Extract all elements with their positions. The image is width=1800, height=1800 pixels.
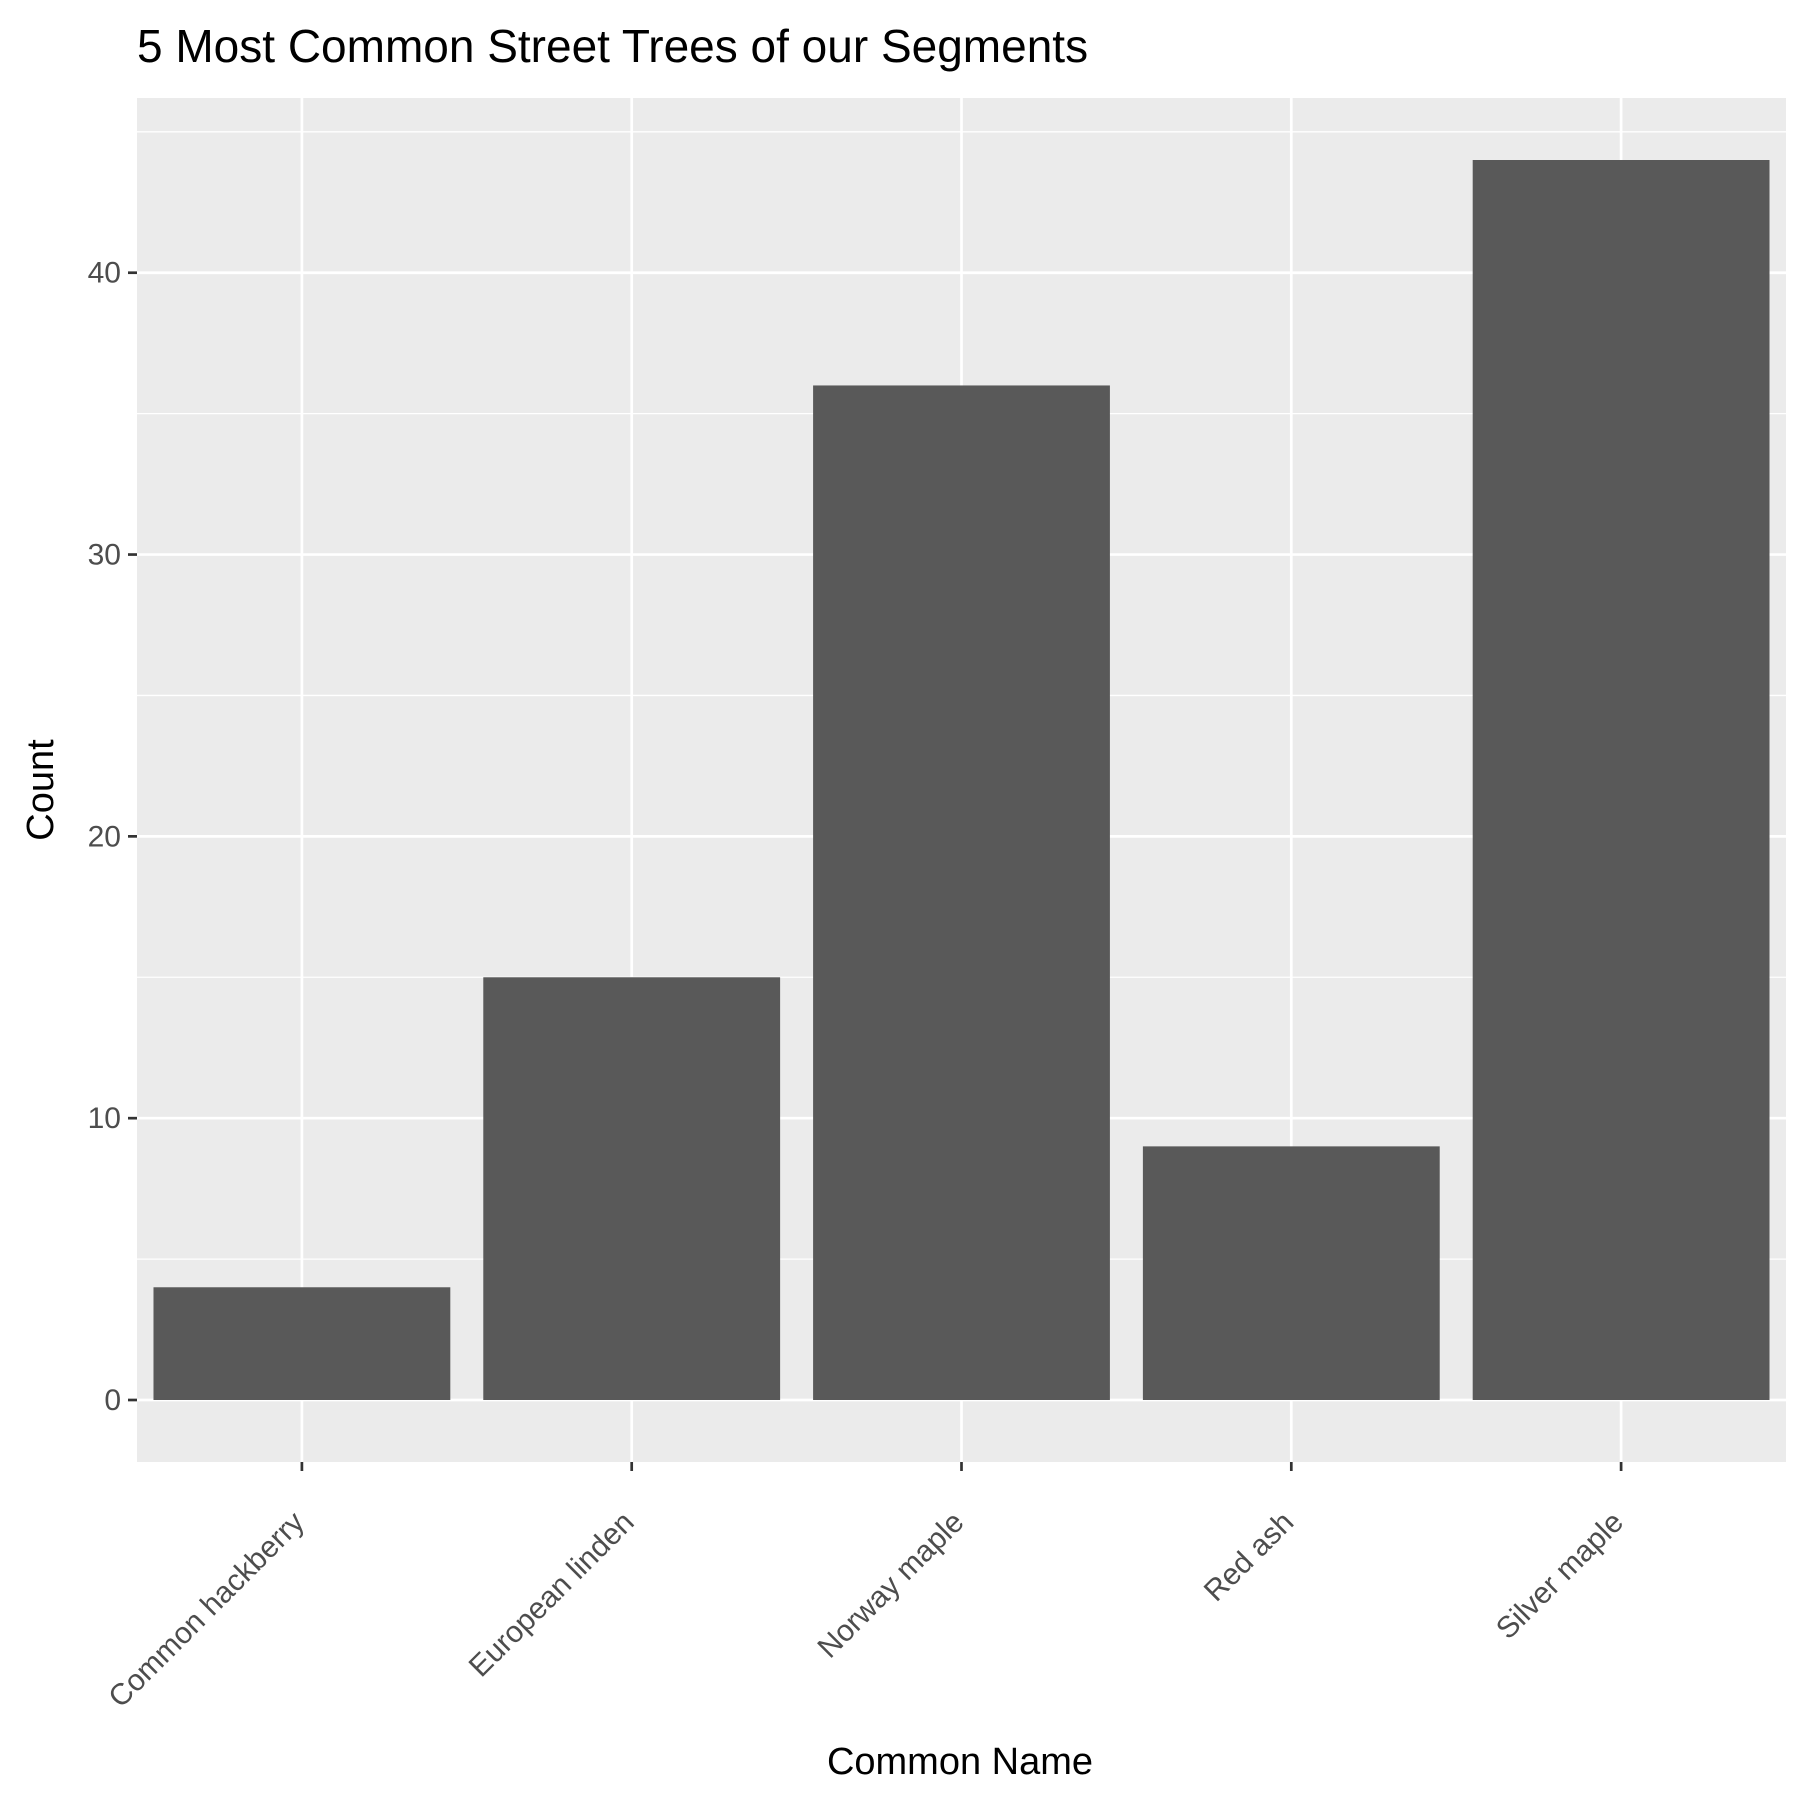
bars — [153, 160, 1770, 1400]
bar — [1472, 160, 1770, 1400]
bar — [483, 977, 781, 1400]
x-tick-label: Silver maple — [1490, 1506, 1630, 1646]
x-axis: Common hackberry European linden Norway ma… — [102, 1462, 1630, 1714]
bar — [153, 1287, 451, 1400]
y-tick-label: 20 — [88, 820, 121, 853]
x-axis-title: Common Name — [827, 1741, 1093, 1783]
y-axis-title: Count — [20, 739, 62, 841]
y-tick-label: 10 — [88, 1102, 121, 1135]
bar — [813, 385, 1110, 1400]
y-tick-label: 40 — [88, 257, 121, 290]
x-tick-label: Common hackberry — [102, 1506, 310, 1714]
bar — [1142, 1146, 1440, 1400]
x-tick-label: Red ash — [1198, 1506, 1300, 1608]
y-axis: 0 10 20 30 40 — [88, 257, 137, 1417]
chart-title: 5 Most Common Street Trees of our Segmen… — [137, 20, 1088, 72]
x-tick-label: European linden — [463, 1506, 641, 1684]
y-tick-label: 30 — [88, 539, 121, 572]
x-tick-label: Norway maple — [812, 1506, 971, 1665]
y-tick-label: 0 — [104, 1384, 121, 1417]
